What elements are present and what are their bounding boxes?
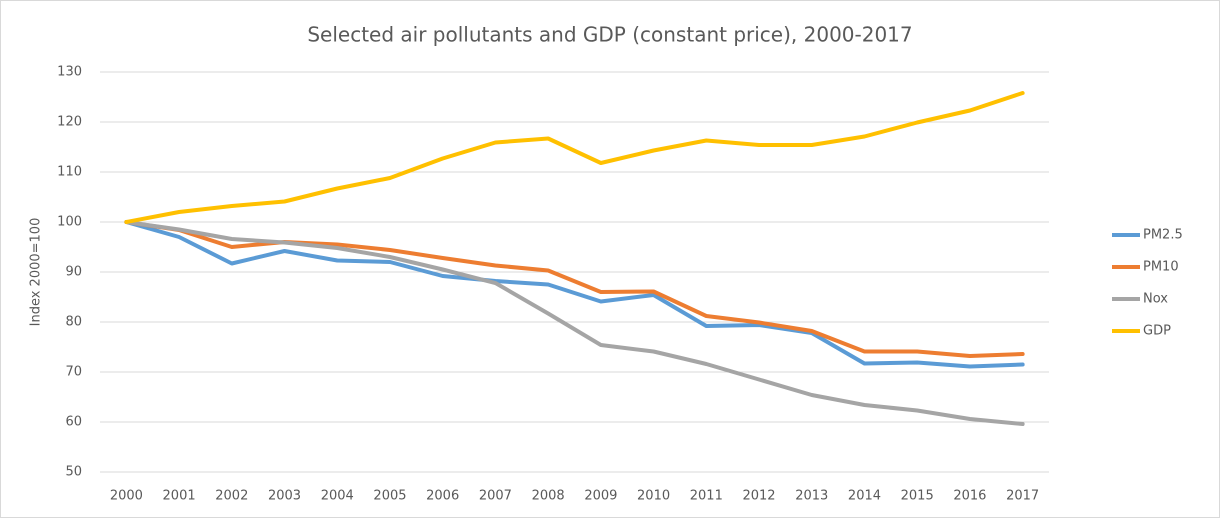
x-tick-label: 2016 [953,489,986,504]
x-tick-label: 2007 [479,489,512,504]
legend-label: PM10 [1143,260,1179,275]
y-tick-label: 120 [57,115,82,130]
x-tick-label: 2014 [848,489,881,504]
x-tick-label: 2017 [1006,489,1039,504]
y-tick-label: 70 [65,365,82,380]
x-tick-label: 2001 [163,489,196,504]
x-tick-label: 2000 [110,489,143,504]
y-tick-label: 130 [57,65,82,80]
x-tick-label: 2005 [373,489,406,504]
y-tick-label: 50 [65,465,82,480]
y-tick-label: 90 [65,265,82,280]
y-tick-label: 110 [57,165,82,180]
series-line [124,91,1025,224]
series-line [124,220,1025,426]
x-tick-label: 2004 [321,489,354,504]
series-line [124,220,1025,369]
x-tick-label: 2012 [742,489,775,504]
x-tick-label: 2009 [584,489,617,504]
x-tick-label: 2013 [795,489,828,504]
x-tick-label: 2008 [532,489,565,504]
x-tick-label: 2010 [637,489,670,504]
y-axis-label: Index 2000=100 [29,218,44,327]
chart-title: Selected air pollutants and GDP (constan… [307,23,912,47]
x-tick-label: 2011 [690,489,723,504]
legend-label: PM2.5 [1143,228,1183,243]
y-tick-label: 60 [65,415,82,430]
x-tick-label: 2006 [426,489,459,504]
x-tick-label: 2015 [901,489,934,504]
y-tick-label: 80 [65,315,82,330]
y-tick-label: 100 [57,215,82,230]
legend-label: GDP [1143,324,1171,339]
x-tick-label: 2002 [215,489,248,504]
legend-label: Nox [1143,292,1168,307]
x-tick-label: 2003 [268,489,301,504]
